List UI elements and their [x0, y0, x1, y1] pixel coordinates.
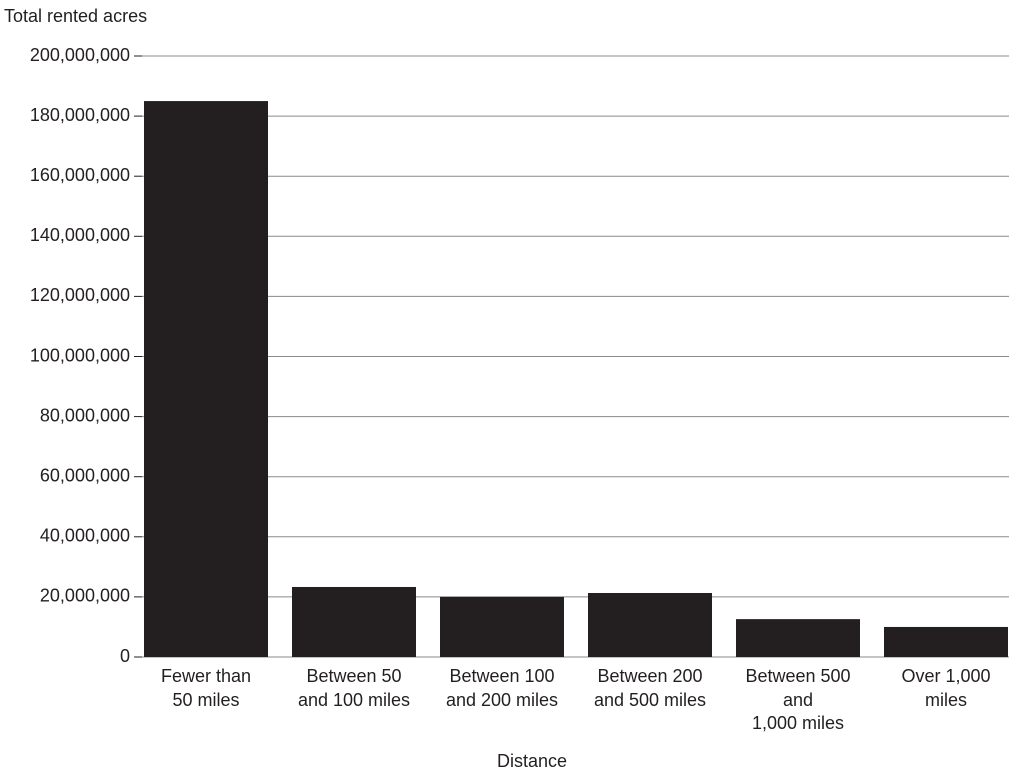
y-tick-label: 80,000,000 — [40, 405, 130, 425]
y-tick-label: 120,000,000 — [30, 285, 130, 305]
x-tick-label: Fewer than 50 miles — [160, 666, 252, 710]
bar — [736, 619, 860, 657]
x-tick-label: Over 1,000 miles — [901, 666, 991, 710]
x-tick-label: Between 100 and 200 miles — [445, 666, 559, 710]
y-tick-label: 0 — [120, 646, 130, 666]
y-tick-label: 200,000,000 — [30, 45, 130, 65]
y-tick-label: 160,000,000 — [30, 165, 130, 185]
y-tick-label: 180,000,000 — [30, 105, 130, 125]
y-tick-label: 40,000,000 — [40, 526, 130, 546]
bar — [144, 101, 268, 657]
bar — [588, 592, 712, 657]
y-tick-label: 140,000,000 — [30, 225, 130, 245]
x-tick-label: Between 500 and 1,000 miles — [745, 666, 851, 733]
y-tick-label: 100,000,000 — [30, 345, 130, 365]
y-axis-title: Total rented acres — [4, 6, 147, 26]
x-tick-label: Between 200 and 500 miles — [593, 666, 707, 710]
bar — [440, 596, 564, 657]
x-axis-title: Distance — [497, 751, 567, 771]
y-tick-label: 20,000,000 — [40, 586, 130, 606]
x-tick-label: Between 50 and 100 miles — [297, 666, 411, 710]
y-tick-label: 60,000,000 — [40, 465, 130, 485]
bar — [292, 586, 416, 657]
bar — [884, 626, 1008, 657]
